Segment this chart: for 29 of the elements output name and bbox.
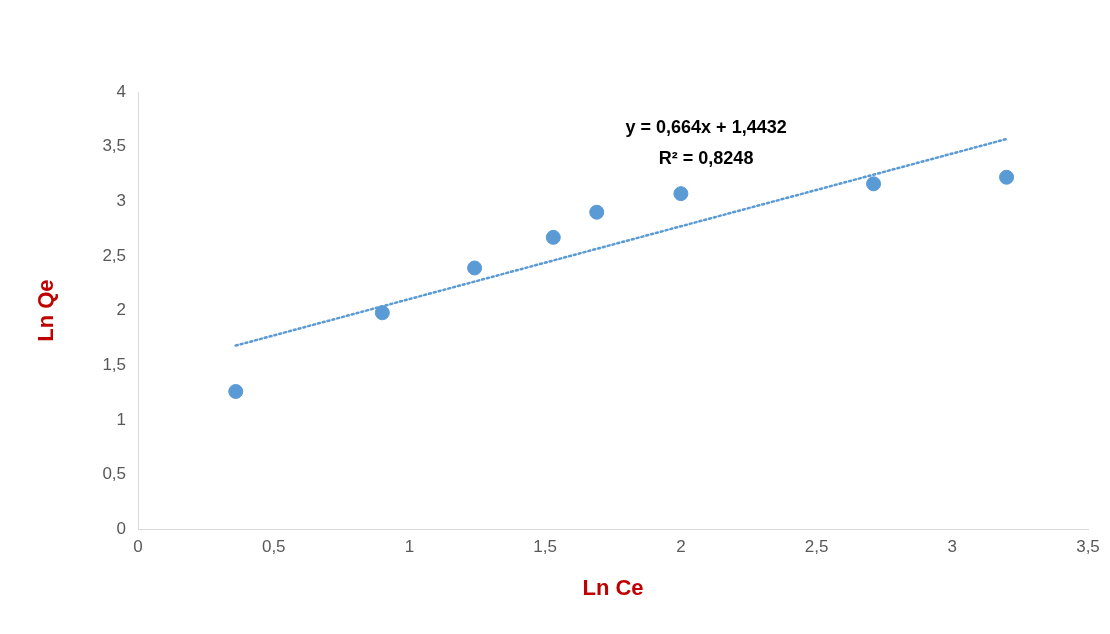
y-axis-title: Ln Qe (33, 279, 59, 342)
x-axis-title: Ln Ce (582, 574, 644, 600)
annotation: R² = 0,8248 (658, 147, 754, 168)
y-tick-label: 0,5 (102, 464, 127, 484)
x-tick-label: 2,5 (804, 537, 829, 557)
annotation: y = 0,664x + 1,4432 (625, 116, 787, 137)
point (673, 186, 689, 202)
x-tick-label: 1 (404, 537, 415, 557)
y-tick-label: 3,5 (102, 136, 127, 156)
x-tick-label: 1,5 (533, 537, 557, 557)
x-tick-label: 0 (133, 537, 143, 557)
y-tick-label: 1 (116, 409, 127, 429)
x-tick-label: 3 (947, 537, 958, 557)
x-tick-label: 3,5 (1076, 537, 1100, 557)
x-tick-label: 0,5 (261, 537, 286, 557)
point (545, 229, 561, 245)
y-tick-label: 3 (116, 190, 127, 210)
y-tick-label: 2,5 (102, 245, 127, 265)
point (999, 169, 1015, 185)
point (228, 383, 244, 399)
point (589, 204, 605, 220)
y-tick-label: 0 (116, 518, 127, 538)
y-tick-label: 2 (116, 300, 127, 320)
point (374, 305, 390, 321)
x-tick-label: 2 (676, 537, 686, 557)
y-tick-label: 1,5 (102, 354, 127, 374)
point (467, 260, 483, 276)
point (866, 176, 882, 192)
y-tick-label: 4 (116, 81, 127, 101)
